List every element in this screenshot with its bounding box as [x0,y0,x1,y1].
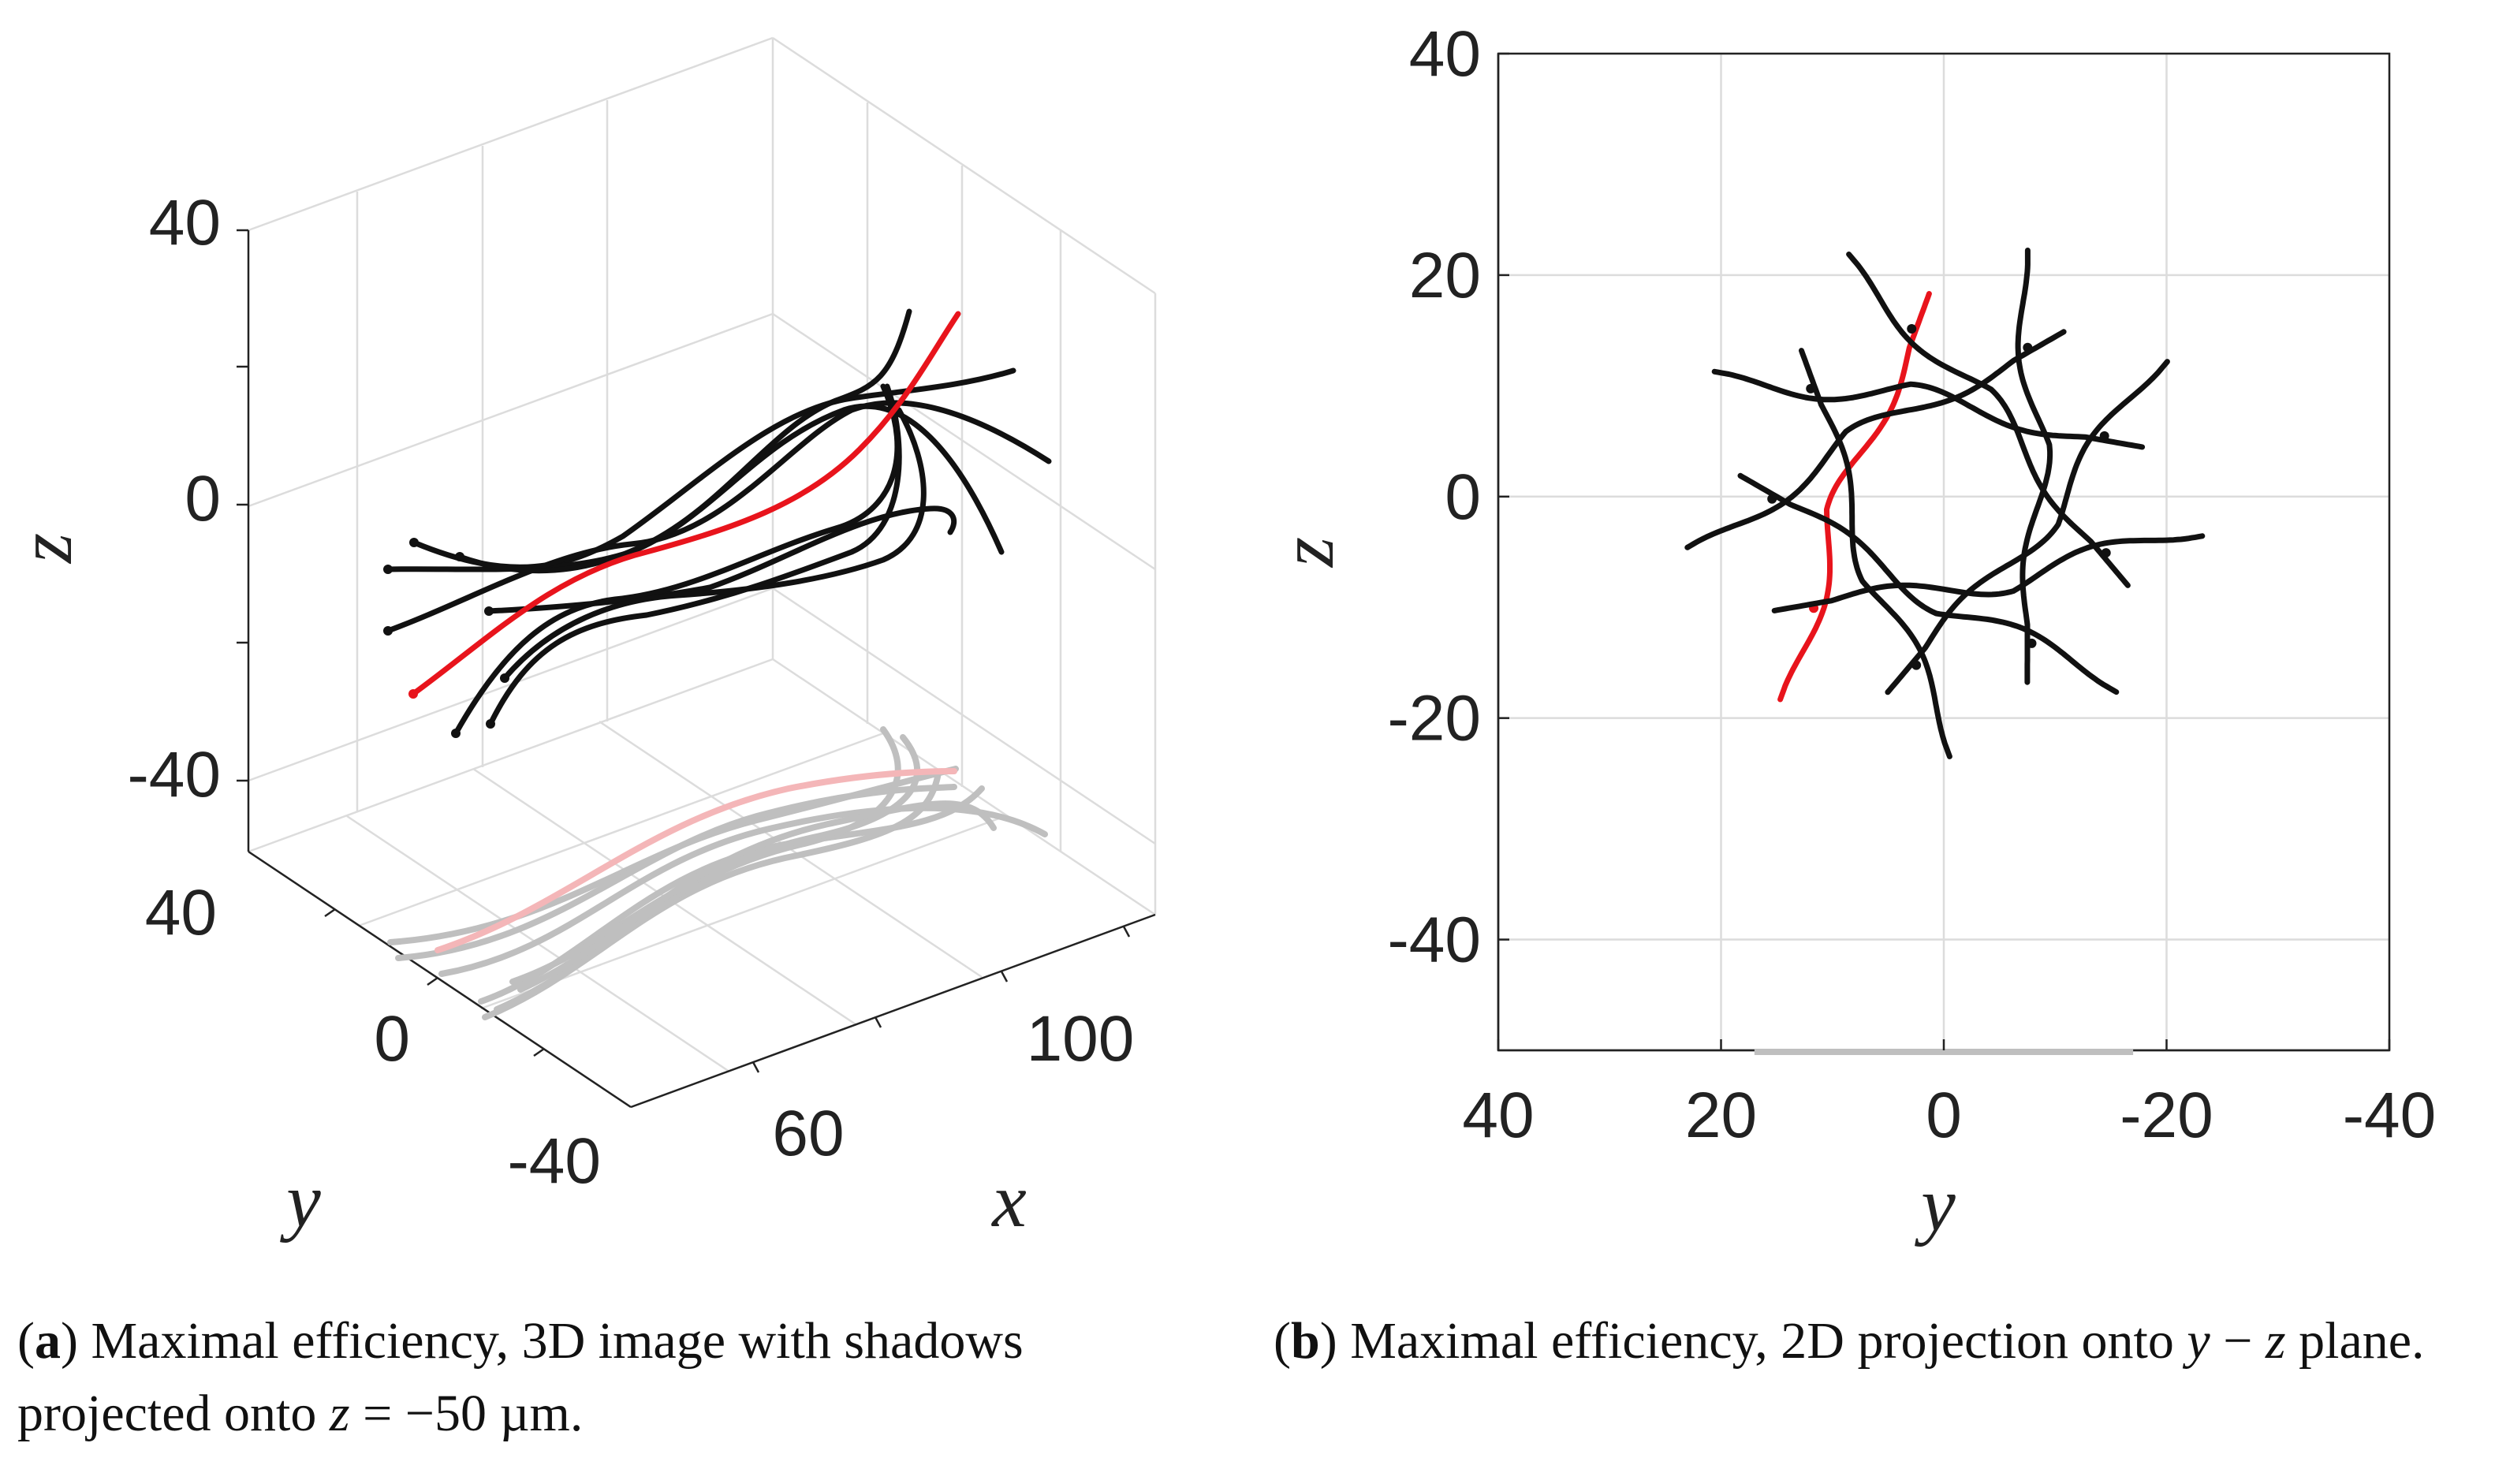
projected-endpoint-marker [2101,548,2111,558]
panel-a-back-wall-grid [248,36,1157,1109]
projected-curve [1799,348,1952,759]
shadow-curve [494,726,901,1012]
caption-b-var1: y [2187,1312,2210,1370]
endpoint-marker [409,538,419,547]
caption-b: (b) Maximal efficiency, 2D projection on… [1274,1312,2425,1370]
panel-b-xtick-20: 20 [1685,1079,1757,1151]
shadow-curve [395,784,957,961]
panel-a-3d-plot: 40 0 -40 40 0 -40 60 100 z y x [3,36,1157,1244]
endpoint-marker-highlight [408,689,418,699]
projected-curve [1684,329,2067,550]
panel-a-shadow-curves [387,726,1048,1020]
panel-a-ytick-40: 40 [145,877,217,949]
endpoint-marker [484,606,494,616]
caption-a-var: z [329,1385,350,1442]
panel-a-ytick-0: 0 [374,1003,410,1075]
projected-endpoint-marker [1907,323,1917,334]
panel-a-xlabel: x [990,1158,1027,1244]
projected-curve [1846,252,2131,588]
panel-b-ylabel: z [1265,537,1350,569]
projected-curve-highlight [1777,291,1932,703]
panel-b-ytick-neg40: -40 [1387,904,1481,976]
panel-b-ytick-40: 40 [1409,18,1481,90]
panel-a-xtick-60: 60 [772,1098,844,1169]
endpoint-marker [451,729,461,738]
caption-a-label: a [34,1312,61,1370]
filament-curve [502,407,927,681]
caption-b-text-3: plane. [2285,1312,2425,1370]
panel-b-xlabel: y [1914,1162,1956,1247]
panel-a-endpoints [383,538,509,738]
panel-b-xtick-neg40: -40 [2343,1079,2437,1151]
panel-b-xtick-0: 0 [1926,1079,1962,1151]
shadow-curve [438,804,1048,977]
panel-a-ytick-neg40: -40 [507,1125,601,1197]
caption-b-var2: z [2265,1312,2286,1370]
projected-curve [2015,248,2053,685]
projected-curve [1737,472,2120,695]
panel-b-projected-curves [1684,248,2206,759]
panel-b-grid [1497,52,2391,1050]
projected-endpoint-marker [2027,638,2037,648]
caption-a-text-1: Maximal efficiency, 3D image with shadow… [17,1312,1024,1442]
panel-a-ylabel: y [279,1158,321,1244]
panel-a-filament-curves [383,308,1052,738]
projected-endpoint-marker [1911,660,1922,670]
projected-endpoint-marker [2023,342,2033,352]
endpoint-marker [500,673,509,683]
caption-a: (a) Maximal efficiency, 3D image with sh… [17,1312,1024,1442]
panel-a-zlabel: z [3,533,88,565]
filament-curve [453,383,901,736]
panel-b-xtick-neg20: -20 [2120,1079,2213,1151]
endpoint-marker [486,719,495,729]
shadow-curve-highlight [434,768,957,953]
shadow-curve [509,734,921,985]
panel-b-ytick-20: 20 [1409,240,1481,311]
panel-b-ytick-neg20: -20 [1387,683,1481,755]
panel-a-ztick-40: 40 [149,187,221,259]
panel-a-ztick-0: 0 [185,463,221,535]
panel-a-axes [237,229,1156,1109]
caption-b-text-1: Maximal efficiency, 2D projection onto [1337,1312,2187,1370]
filament-curve-highlight [410,311,961,697]
projected-curve [1771,533,2206,613]
panel-a-ztick-neg40: -40 [127,739,221,811]
projected-curve [1885,359,2170,695]
filament-curve [457,308,912,574]
caption-b-text-2: − [2210,1312,2266,1370]
filament-curve [487,383,902,727]
panel-b-2d-plot: 40 20 0 -20 -40 40 20 0 -20 -40 y z [1265,18,2436,1247]
endpoint-marker [455,552,464,561]
panel-b-xtick-40: 40 [1462,1079,1534,1151]
endpoint-marker [383,565,393,574]
projected-endpoint-marker [2099,431,2109,441]
panel-b-ticks [1497,52,2391,1050]
caption-a-text-2: = −50 µm. [349,1385,584,1442]
panel-b-ytick-0: 0 [1445,461,1481,533]
caption-b-label: b [1290,1312,1320,1370]
endpoint-marker [383,626,393,636]
panel-a-xtick-100: 100 [1027,1003,1135,1075]
shadow-curve [517,800,997,993]
filament-curve [385,400,1052,634]
projected-curve [1711,368,2146,450]
